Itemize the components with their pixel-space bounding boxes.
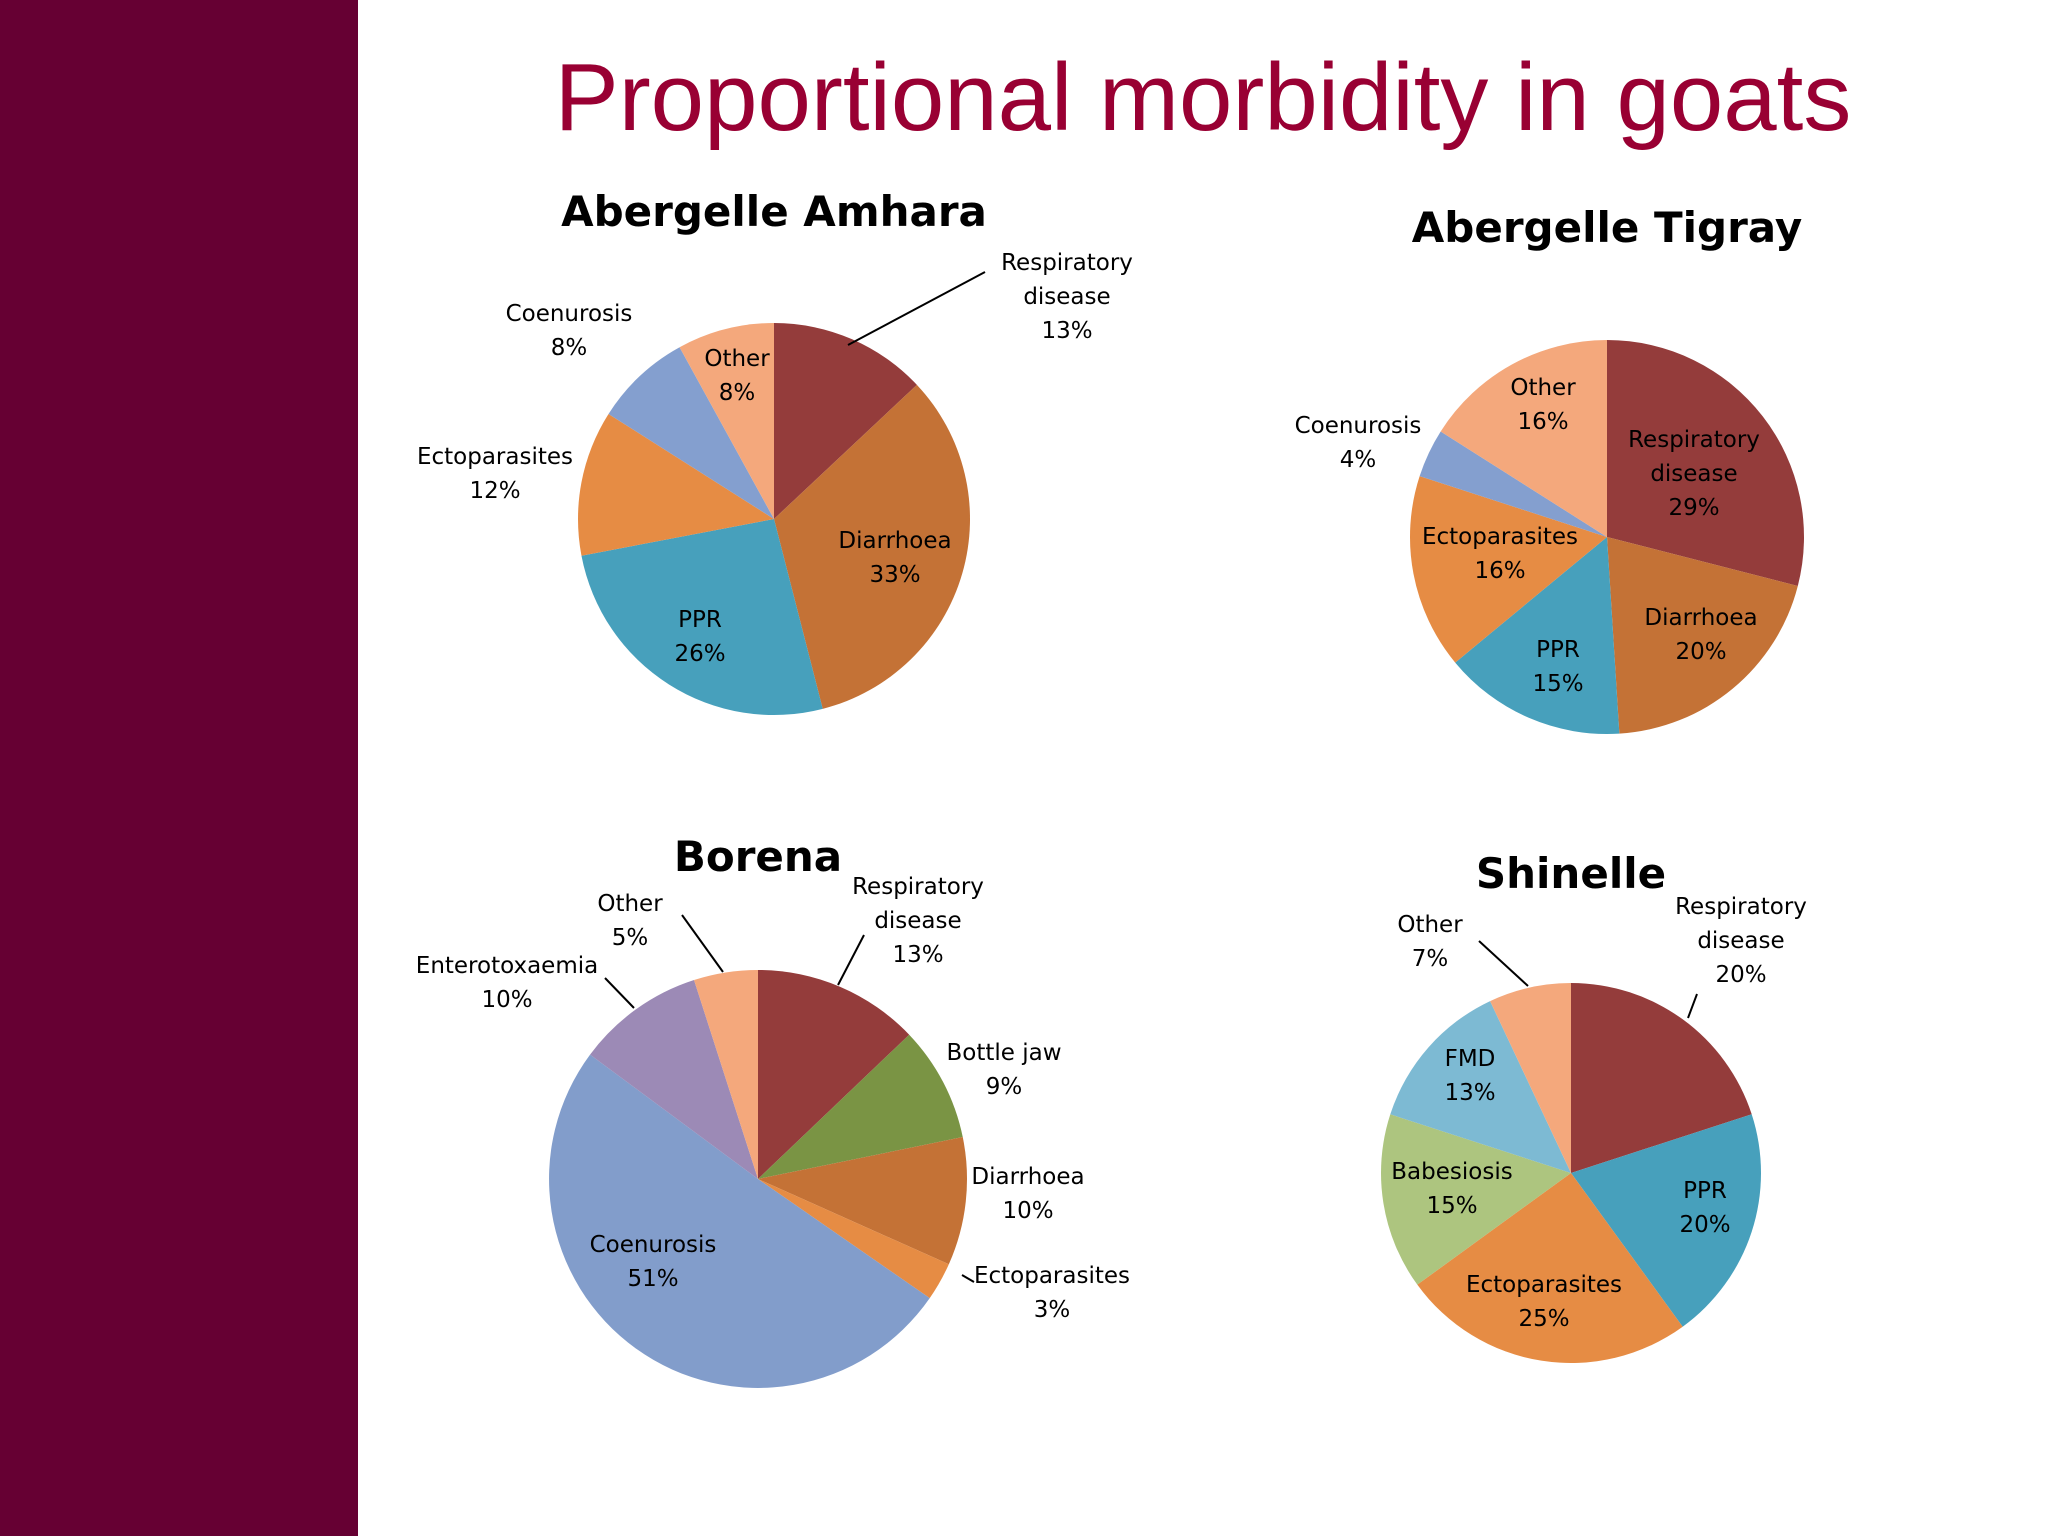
slice-label-borena-coenurosis: Coenurosis 51% [590,1232,717,1292]
slice-abergelle-tigray-ectoparasites [1409,476,1607,663]
slice-borena-diarrhoea [758,1137,967,1265]
leader-line-shinelle-respiratory-disease [1687,993,1698,1019]
leader-line-borena-enterotoxaemia [604,977,635,1009]
slice-label-abergelle-amhara-coenurosis: Coenurosis 8% [506,301,633,361]
slice-shinelle-respiratory-disease [1571,983,1752,1173]
slice-abergelle-amhara-respiratory-disease [774,323,917,519]
slice-abergelle-amhara-ppr [581,519,823,715]
leader-line-borena-respiratory-disease [837,934,865,986]
slice-borena-bottle-jaw [758,1034,963,1179]
slice-abergelle-tigray-coenurosis [1419,431,1607,537]
slice-label-borena-bottle-jaw: Bottle jaw 9% [946,1040,1061,1100]
slide-title: Proportional morbidity in goats [554,44,1852,151]
slice-label-shinelle-other: Other 7% [1397,912,1463,972]
slice-borena-respiratory-disease [758,970,910,1179]
slice-label-shinelle-fmd: FMD 13% [1444,1046,1495,1106]
slice-abergelle-amhara-diarrhoea [774,384,970,709]
leader-line-borena-ectoparasites [961,1274,975,1283]
pie-chart-abergelle-amhara: Abergelle Amhara Respiratory disease 13% Dia… [417,187,1133,715]
slice-label-abergelle-amhara-other: Other 8% [704,346,770,406]
pie-chart-abergelle-tigray: Abergelle Tigray Respiratory disease 29% Dia… [1295,203,1804,734]
chart-title-shinelle: Shinelle [1476,849,1666,898]
sidebar-band [0,0,358,1536]
slice-label-shinelle-ectoparasites: Ectoparasites 25% [1466,1272,1622,1332]
slice-label-abergelle-tigray-coenurosis: Coenurosis 4% [1295,413,1422,473]
leader-line-abergelle-amhara-respiratory-disease [847,271,986,346]
slice-shinelle-ppr [1571,1114,1761,1327]
slice-abergelle-tigray-respiratory-disease [1607,340,1804,586]
slice-shinelle-babesiosis [1381,1114,1571,1285]
slice-label-abergelle-amhara-ectoparasites: Ectoparasites 12% [417,444,573,504]
slice-label-abergelle-amhara-respiratory-disease: Respiratory disease 13% [1001,250,1133,344]
chart-title-abergelle-tigray: Abergelle Tigray [1412,203,1802,252]
slice-abergelle-tigray-diarrhoea [1607,537,1798,734]
slice-abergelle-amhara-other [679,323,774,519]
slice-borena-coenurosis [549,1054,930,1388]
slice-abergelle-tigray-other [1440,340,1607,537]
slice-label-abergelle-tigray-ectoparasites: Ectoparasites 16% [1422,524,1578,584]
slice-abergelle-amhara-coenurosis [608,347,774,519]
slice-label-borena-ectoparasites: Ectoparasites 3% [974,1263,1130,1323]
chart-title-borena: Borena [674,832,842,881]
slice-label-borena-respiratory-disease: Respiratory disease 13% [852,874,984,968]
slice-label-abergelle-tigray-respiratory-disease: Respiratory disease 29% [1628,427,1760,521]
slice-shinelle-other [1490,982,1571,1173]
slice-abergelle-tigray-ppr [1455,537,1620,734]
leader-line-borena-other [681,914,724,973]
slice-label-borena-other: Other 5% [597,891,663,951]
slice-label-shinelle-babesiosis: Babesiosis 15% [1391,1159,1512,1219]
slice-label-abergelle-tigray-diarrhoea: Diarrhoea 20% [1644,605,1757,665]
slice-label-borena-enterotoxaemia: Enterotoxaemia 10% [416,953,598,1013]
chart-title-abergelle-amhara: Abergelle Amhara [561,187,987,236]
slice-label-shinelle-respiratory-disease: Respiratory disease 20% [1675,894,1807,988]
slice-label-abergelle-tigray-other: Other 16% [1510,375,1576,435]
slice-borena-enterotoxaemia [590,980,758,1179]
slice-borena-other [694,970,758,1179]
slice-label-abergelle-tigray-ppr: PPR 15% [1532,637,1583,697]
slice-abergelle-amhara-ectoparasites [577,413,774,556]
slice-shinelle-fmd [1390,1001,1571,1173]
slice-label-abergelle-amhara-ppr: PPR 26% [674,607,725,667]
slice-label-borena-diarrhoea: Diarrhoea 10% [971,1164,1084,1224]
slice-shinelle-ectoparasites [1417,1173,1683,1363]
slice-label-shinelle-ppr: PPR 20% [1679,1178,1730,1238]
slice-borena-ectoparasites [758,1179,949,1299]
slice-label-abergelle-amhara-diarrhoea: Diarrhoea 33% [838,528,951,588]
leader-line-shinelle-other [1478,940,1529,987]
